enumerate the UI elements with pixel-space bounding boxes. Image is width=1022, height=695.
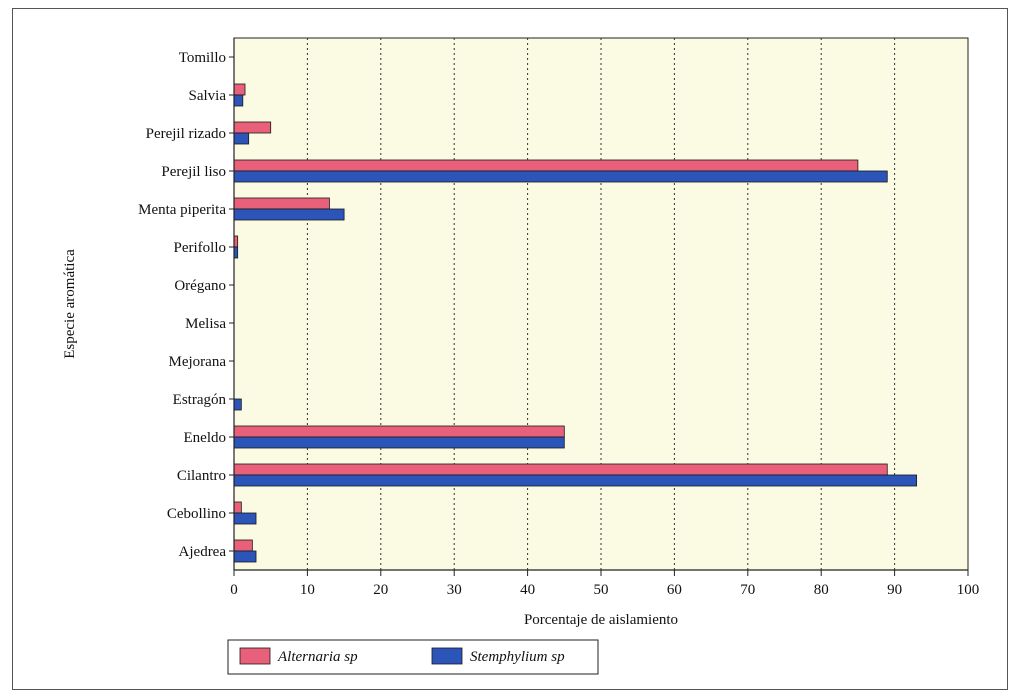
- category-labels: Tomillo Salvia Perejil rizado Perejil liso M…: [138, 50, 234, 560]
- category-label-tomillo: Tomillo: [179, 50, 226, 66]
- bar-stemphylium-sp-cilantro: [233, 474, 918, 487]
- bar-stemphylium-sp-salvia: [233, 94, 244, 107]
- bar-alternaria-sp-eneldo: [233, 425, 565, 438]
- x-tick-labels: 0 10 20 30 40 50 60 70 80 90 100: [230, 570, 979, 598]
- x-tick-label-0: 0: [230, 582, 238, 598]
- bar-stemphylium-sp-menta-piperita: [233, 208, 345, 221]
- bar-alternaria-sp-cilantro: [233, 463, 888, 476]
- bar-stemphylium-sp-perejil-liso: [233, 170, 888, 183]
- category-label-estragon: Estragón: [173, 392, 227, 408]
- category-label-oregano: Orégano: [174, 278, 226, 294]
- x-tick-label-30: 30: [447, 582, 462, 598]
- legend-swatch-stemphylium: [431, 647, 463, 665]
- legend-label-alternaria: Alternaria sp: [277, 649, 358, 665]
- category-label-perifollo: Perifollo: [174, 240, 227, 256]
- legend-label-stemphylium: Stemphylium sp: [470, 649, 565, 665]
- bar-alternaria-sp-menta-piperita: [233, 197, 330, 210]
- bar-alternaria-sp-ajedrea: [233, 539, 253, 552]
- category-label-cebollino: Cebollino: [167, 506, 226, 522]
- bar-stemphylium-sp-ajedrea: [233, 550, 257, 563]
- x-tick-label-60: 60: [667, 582, 682, 598]
- category-label-menta-piperita: Menta piperita: [138, 202, 226, 218]
- category-label-mejorana: Mejorana: [169, 354, 227, 370]
- bar-alternaria-sp-cebollino: [233, 501, 242, 514]
- category-label-ajedrea: Ajedrea: [179, 544, 227, 560]
- legend-box: [227, 639, 599, 675]
- bars: [233, 83, 918, 563]
- category-label-salvia: Salvia: [189, 88, 227, 104]
- category-label-cilantro: Cilantro: [177, 468, 226, 484]
- x-tick-label-70: 70: [740, 582, 755, 598]
- bar-stemphylium-sp-cebollino: [233, 512, 257, 525]
- bar-alternaria-sp-salvia: [233, 83, 246, 96]
- x-tick-label-90: 90: [887, 582, 902, 598]
- category-label-perejil-liso: Perejil liso: [161, 164, 226, 180]
- legend-swatch-alternaria: [239, 647, 271, 665]
- legend: Alternaria sp Stemphylium sp: [227, 639, 599, 675]
- bar-stemphylium-sp-estragon: [233, 398, 242, 411]
- bar-stemphylium-sp-perejil-rizado: [233, 132, 250, 145]
- y-axis-title: Especie aromática: [62, 249, 78, 359]
- x-tick-label-40: 40: [520, 582, 535, 598]
- bar-alternaria-sp-perejil-liso: [233, 159, 859, 172]
- x-tick-label-100: 100: [957, 582, 980, 598]
- category-label-eneldo: Eneldo: [184, 430, 227, 446]
- x-tick-label-10: 10: [300, 582, 315, 598]
- category-label-perejil-rizado: Perejil rizado: [146, 126, 226, 142]
- gridlines: [306, 38, 896, 570]
- bar-stemphylium-sp-eneldo: [233, 436, 565, 449]
- bar-alternaria-sp-perejil-rizado: [233, 121, 272, 134]
- x-tick-label-80: 80: [814, 582, 829, 598]
- category-label-melisa: Melisa: [185, 316, 226, 332]
- x-axis-title: Porcentaje de aislamiento: [524, 612, 678, 628]
- x-tick-label-20: 20: [373, 582, 388, 598]
- x-tick-label-50: 50: [594, 582, 609, 598]
